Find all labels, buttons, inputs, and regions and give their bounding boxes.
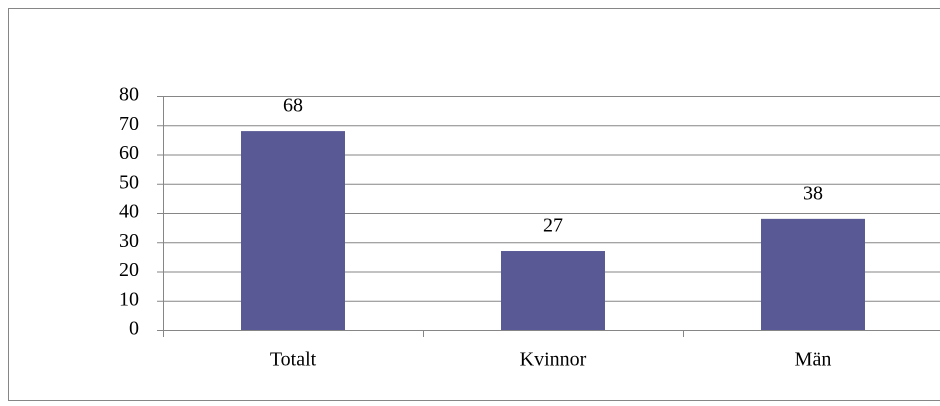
- bar: [761, 218, 865, 330]
- y-tick-label: 30: [119, 230, 139, 252]
- bar: [501, 251, 605, 330]
- y-tick-label: 50: [119, 171, 139, 193]
- data-label: 68: [283, 95, 303, 117]
- data-label: 38: [803, 182, 823, 204]
- chart-border: [8, 8, 940, 401]
- y-tick-label: 40: [119, 201, 139, 223]
- y-tick-label: 80: [119, 84, 139, 106]
- bar: [241, 131, 345, 330]
- y-tick-label: 20: [119, 259, 139, 281]
- y-tick-label: 60: [119, 142, 139, 164]
- x-tick-label: Kvinnor: [520, 349, 587, 371]
- y-tick-label: 70: [119, 113, 139, 135]
- y-tick-label: 10: [119, 288, 139, 310]
- x-tick-label: Män: [795, 349, 832, 371]
- y-tick-label: 0: [129, 318, 139, 340]
- x-tick-label: Totalt: [270, 349, 317, 371]
- data-label: 27: [543, 215, 563, 237]
